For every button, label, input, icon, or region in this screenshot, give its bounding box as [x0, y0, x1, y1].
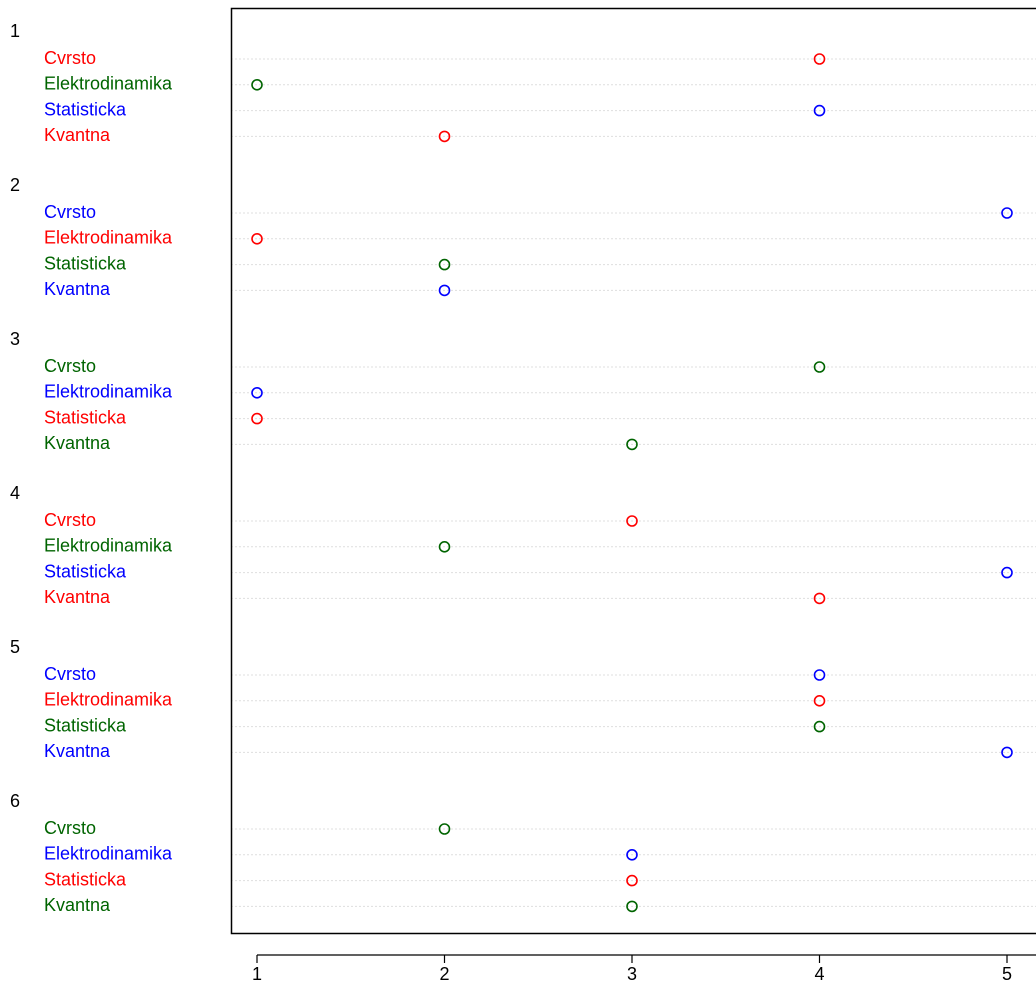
plot-border: [230, 7, 1036, 935]
data-point: [251, 386, 263, 399]
row-label: Cvrsto: [44, 356, 96, 376]
group-label: 4: [10, 483, 20, 503]
row-label: Statisticka: [44, 99, 127, 119]
row-label: Cvrsto: [44, 510, 96, 530]
x-tick-label: 4: [814, 964, 824, 984]
data-point: [626, 874, 638, 887]
row-label: Kvantna: [44, 587, 111, 607]
data-point: [1001, 746, 1013, 759]
row-label: Kvantna: [44, 279, 111, 299]
row-label: Kvantna: [44, 741, 111, 761]
data-point: [813, 361, 826, 373]
data-point: [438, 258, 451, 271]
data-point: [1001, 207, 1013, 219]
plot-frame: 1 2 3 4 5: [230, 7, 1036, 984]
row-label: Statisticka: [44, 561, 127, 581]
group-label: 3: [10, 329, 20, 349]
row-label: Statisticka: [44, 715, 127, 735]
group-label: 6: [10, 791, 20, 811]
x-tick-label: 1: [252, 964, 262, 984]
data-point: [438, 284, 451, 297]
row-label: Cvrsto: [44, 664, 96, 684]
data-point: [813, 694, 826, 707]
row-label: Elektrodinamika: [44, 228, 173, 248]
group-label: 2: [10, 175, 20, 195]
data-point: [626, 848, 638, 861]
data-point: [626, 900, 638, 913]
data-point: [438, 823, 451, 835]
data-point: [813, 669, 826, 681]
data-point: [626, 515, 638, 527]
row-label: Statisticka: [44, 253, 127, 273]
data-point: [251, 79, 263, 91]
row-label: Elektrodinamika: [44, 74, 173, 94]
group-label: 5: [10, 637, 20, 657]
grid-lines: [231, 58, 1036, 907]
row-label: Statisticka: [44, 869, 127, 889]
row-label: Elektrodinamika: [44, 844, 173, 864]
data-point: [813, 720, 826, 733]
row-labels: 1 Cvrsto Elektrodinamika Statisticka Kvantna…: [10, 21, 173, 915]
x-tick-label: 3: [627, 964, 637, 984]
data-point: [438, 540, 451, 553]
data-points: [251, 53, 1013, 913]
x-tick-label: 5: [1002, 964, 1012, 984]
row-label: Kvantna: [44, 433, 111, 453]
row-label: Statisticka: [44, 407, 127, 427]
data-point: [438, 130, 451, 143]
row-label: Kvantna: [44, 895, 111, 915]
data-point: [626, 438, 638, 451]
row-label: Kvantna: [44, 125, 111, 145]
row-label: Elektrodinamika: [44, 382, 173, 402]
row-label: Elektrodinamika: [44, 690, 173, 710]
group-label: 1: [10, 21, 20, 41]
row-label: Cvrsto: [44, 202, 96, 222]
data-point: [251, 412, 263, 425]
data-point: [251, 233, 263, 245]
x-tick-label: 2: [439, 964, 449, 984]
data-point: [813, 592, 826, 605]
data-point: [1001, 566, 1013, 579]
row-label: Cvrsto: [44, 48, 96, 68]
data-point: [813, 53, 826, 65]
row-label: Cvrsto: [44, 818, 96, 838]
row-label: Elektrodinamika: [44, 536, 173, 556]
data-point: [813, 104, 826, 117]
